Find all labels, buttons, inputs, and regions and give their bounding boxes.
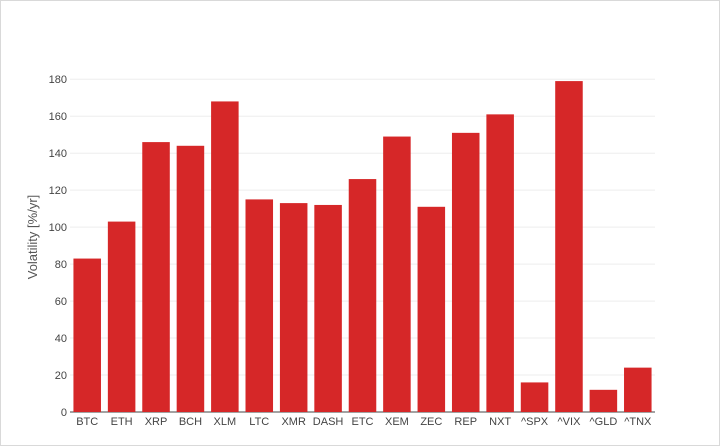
bar-bch[interactable] xyxy=(176,145,205,412)
bar-btc[interactable] xyxy=(73,258,101,412)
x-tick-label: ETC xyxy=(352,416,374,428)
x-tick-label: DASH xyxy=(313,416,344,428)
y-tick-label: 40 xyxy=(55,333,67,345)
bar-dash[interactable] xyxy=(314,204,342,412)
x-axis-ticks: BTC ETH XRP BCH XLM LTC XMR DASH ETC XEM ZEC REP NXT… xyxy=(76,416,652,428)
x-tick-label: XLM xyxy=(214,416,237,428)
x-tick-label: ^SPX xyxy=(521,416,549,428)
y-tick-label: 0 xyxy=(61,407,67,419)
y-axis-ticks: 0 20 40 60 80 100 120 140 160 180 xyxy=(49,74,67,419)
y-axis-title: Volatility [%/yr] xyxy=(25,195,40,280)
y-tick-label: 60 xyxy=(55,296,67,308)
bar-xem[interactable] xyxy=(383,136,411,413)
bar-zec[interactable] xyxy=(417,206,446,412)
x-tick-label: ^TNX xyxy=(624,416,652,428)
bar-eth[interactable] xyxy=(107,221,136,412)
bar-idx-spx[interactable] xyxy=(520,382,549,412)
bar-xmr[interactable] xyxy=(279,203,308,412)
y-tick-label: 160 xyxy=(49,111,67,123)
x-tick-label: ETH xyxy=(111,416,133,428)
x-tick-label: NXT xyxy=(489,416,511,428)
bar-nxt[interactable] xyxy=(486,114,514,413)
bars xyxy=(73,81,652,413)
x-tick-label: ^GLD xyxy=(589,416,617,428)
y-tick-label: 100 xyxy=(49,222,67,234)
y-tick-label: 140 xyxy=(49,148,67,160)
x-tick-label: XMR xyxy=(281,416,306,428)
bar-ltc[interactable] xyxy=(245,199,274,412)
x-tick-label: REP xyxy=(454,416,477,428)
bar-idx-tnx[interactable] xyxy=(624,367,652,412)
bar-idx-gld[interactable] xyxy=(589,389,618,412)
y-tick-label: 180 xyxy=(49,74,67,86)
bar-xrp[interactable] xyxy=(142,142,170,412)
x-tick-label: XEM xyxy=(385,416,409,428)
x-tick-label: ZEC xyxy=(420,416,442,428)
bar-idx-vix[interactable] xyxy=(555,81,583,412)
y-tick-label: 120 xyxy=(49,185,67,197)
x-tick-label: BCH xyxy=(179,416,202,428)
x-tick-label: BTC xyxy=(76,416,98,428)
y-tick-label: 20 xyxy=(55,370,67,382)
x-tick-label: LTC xyxy=(249,416,269,428)
bar-rep[interactable] xyxy=(451,132,480,412)
bar-xlm[interactable] xyxy=(211,101,239,412)
bar-etc[interactable] xyxy=(348,179,377,412)
y-tick-label: 80 xyxy=(55,259,67,271)
x-tick-label: ^VIX xyxy=(558,416,582,428)
x-tick-label: XRP xyxy=(145,416,168,428)
